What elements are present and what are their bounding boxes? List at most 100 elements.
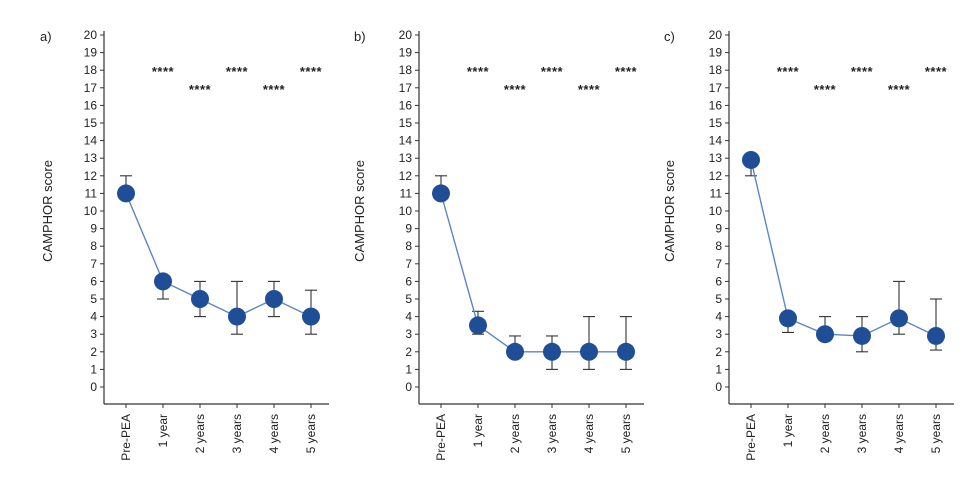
y-tick-label: 4: [90, 310, 97, 324]
y-tick-label: 13: [84, 151, 98, 165]
data-point: [117, 184, 135, 203]
significance-label: ****: [300, 64, 323, 79]
y-tick-label: 1: [90, 362, 97, 376]
y-tick-label: 3: [715, 327, 722, 341]
y-tick-label: 19: [399, 46, 413, 60]
y-tick-label: 2: [90, 345, 97, 359]
y-tick-label: 16: [84, 98, 98, 112]
data-point: [191, 290, 209, 308]
x-tick-label: 1 year: [781, 414, 795, 447]
x-tick-label: 3 years: [855, 414, 869, 453]
x-tick-label: 1 year: [156, 414, 170, 447]
significance-label: ****: [615, 64, 638, 79]
significance-label: ****: [152, 64, 175, 79]
x-tick-label: 4 years: [267, 414, 281, 453]
data-point: [432, 184, 450, 203]
significance-label: ****: [851, 64, 874, 79]
data-point: [302, 307, 320, 326]
y-tick-label: 17: [84, 81, 98, 95]
y-tick-label: 14: [399, 134, 413, 148]
x-tick-label: 3 years: [230, 414, 244, 453]
y-tick-label: 20: [399, 28, 413, 42]
significance-label: ****: [541, 64, 564, 79]
data-point: [617, 342, 635, 361]
panel-label: a): [40, 29, 52, 44]
y-tick-label: 8: [90, 239, 97, 253]
y-tick-label: 7: [715, 257, 722, 271]
y-tick-label: 8: [405, 239, 412, 253]
x-tick-label: 5 years: [304, 414, 318, 453]
y-tick-label: 2: [405, 345, 412, 359]
y-tick-label: 0: [715, 380, 722, 394]
data-point: [927, 326, 945, 345]
y-tick-label: 14: [709, 134, 723, 148]
x-tick-label: 4 years: [582, 414, 596, 453]
y-tick-label: 6: [715, 274, 722, 288]
y-tick-label: 18: [84, 63, 98, 77]
data-point: [816, 325, 834, 344]
y-tick-label: 1: [715, 362, 722, 376]
x-tick-label: Pre-PEA: [744, 414, 758, 461]
y-tick-label: 18: [709, 63, 723, 77]
y-tick-label: 15: [709, 116, 723, 130]
y-tick-label: 12: [399, 169, 413, 183]
y-tick-label: 15: [84, 116, 98, 130]
y-tick-label: 6: [90, 274, 97, 288]
significance-label: ****: [263, 82, 286, 97]
series-line: [440, 193, 626, 353]
x-tick-label: 5 years: [929, 414, 943, 453]
x-tick-label: 1 year: [471, 414, 485, 447]
x-tick-label: 5 years: [619, 414, 633, 453]
y-tick-label: 12: [84, 169, 98, 183]
y-tick-label: 9: [405, 222, 412, 236]
significance-label: ****: [814, 82, 837, 97]
data-point: [154, 272, 172, 291]
y-tick-label: 6: [405, 274, 412, 288]
y-tick-label: 11: [85, 186, 98, 200]
y-axis-label: CAMPHOR score: [352, 160, 367, 262]
significance-label: ****: [888, 82, 911, 97]
x-tick-label: 2 years: [818, 414, 832, 453]
x-tick-label: 4 years: [892, 414, 906, 453]
x-tick-label: 3 years: [545, 414, 559, 453]
y-tick-label: 17: [399, 81, 413, 95]
y-tick-label: 11: [710, 186, 723, 200]
data-point: [742, 150, 760, 169]
y-tick-label: 13: [399, 151, 413, 165]
y-tick-label: 3: [90, 327, 97, 341]
y-tick-label: 17: [709, 81, 723, 95]
significance-label: ****: [226, 64, 249, 79]
y-tick-label: 15: [399, 116, 413, 130]
data-point: [506, 342, 524, 361]
series-line: [125, 193, 312, 318]
significance-label: ****: [578, 82, 601, 97]
y-tick-label: 11: [400, 186, 413, 200]
y-tick-label: 16: [709, 98, 723, 112]
y-tick-label: 20: [709, 28, 723, 42]
y-tick-label: 16: [399, 98, 413, 112]
data-point: [853, 326, 871, 345]
data-point: [779, 309, 797, 328]
data-point: [580, 342, 598, 361]
y-tick-label: 2: [715, 345, 722, 359]
y-tick-label: 5: [715, 292, 722, 306]
y-tick-label: 14: [84, 134, 98, 148]
data-point: [265, 290, 283, 308]
y-tick-label: 9: [90, 222, 97, 236]
x-tick-label: 2 years: [508, 414, 522, 453]
data-point: [890, 309, 908, 328]
series-line: [750, 159, 937, 337]
panel-label: b): [354, 29, 366, 44]
y-axis-label: CAMPHOR score: [662, 160, 677, 262]
y-tick-label: 19: [84, 46, 98, 60]
y-tick-label: 12: [709, 169, 723, 183]
y-tick-label: 19: [709, 46, 723, 60]
y-tick-label: 10: [84, 204, 98, 218]
y-tick-label: 5: [405, 292, 412, 306]
y-tick-label: 4: [405, 310, 412, 324]
significance-label: ****: [504, 82, 527, 97]
panel-label: c): [664, 29, 675, 44]
significance-label: ****: [467, 64, 490, 79]
